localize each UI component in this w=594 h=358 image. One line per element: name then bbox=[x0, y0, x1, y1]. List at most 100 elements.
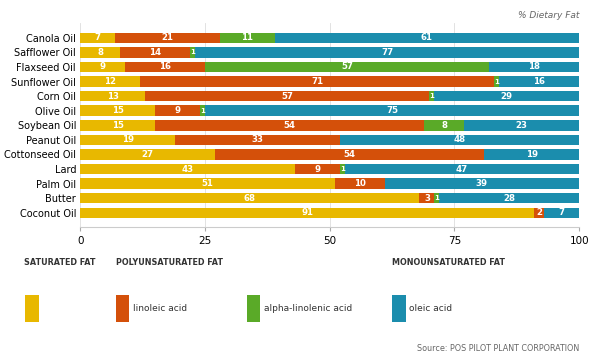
Bar bbox=[200, 106, 205, 116]
Bar bbox=[80, 208, 534, 218]
Text: 61: 61 bbox=[421, 33, 433, 42]
Text: 8: 8 bbox=[441, 121, 447, 130]
Bar bbox=[195, 47, 579, 58]
Bar bbox=[140, 76, 494, 87]
Text: 12: 12 bbox=[104, 77, 116, 86]
Text: 43: 43 bbox=[181, 165, 194, 174]
Text: 54: 54 bbox=[284, 121, 296, 130]
Text: 75: 75 bbox=[386, 106, 398, 115]
Bar bbox=[489, 62, 579, 72]
Text: 15: 15 bbox=[112, 106, 124, 115]
Text: 16: 16 bbox=[533, 77, 545, 86]
Bar bbox=[115, 33, 220, 43]
Text: 7: 7 bbox=[94, 33, 101, 42]
Bar bbox=[80, 164, 295, 174]
Bar bbox=[80, 62, 125, 72]
Text: 71: 71 bbox=[311, 77, 323, 86]
Text: oleic acid: oleic acid bbox=[409, 304, 453, 313]
Text: 1: 1 bbox=[429, 93, 434, 99]
Text: 28: 28 bbox=[503, 194, 516, 203]
Text: 39: 39 bbox=[476, 179, 488, 188]
Bar bbox=[429, 91, 434, 101]
Bar bbox=[80, 178, 334, 189]
Bar bbox=[434, 193, 440, 203]
Text: 1: 1 bbox=[434, 195, 440, 201]
Text: 3: 3 bbox=[424, 194, 430, 203]
Text: 8: 8 bbox=[97, 48, 103, 57]
Bar bbox=[120, 47, 190, 58]
Text: 21: 21 bbox=[162, 33, 173, 42]
Bar bbox=[544, 208, 579, 218]
Bar bbox=[80, 33, 115, 43]
Bar bbox=[205, 62, 489, 72]
Bar bbox=[295, 164, 340, 174]
Text: Source: POS PILOT PLANT CORPORATION: Source: POS PILOT PLANT CORPORATION bbox=[417, 344, 579, 353]
Bar bbox=[275, 33, 579, 43]
Bar bbox=[425, 120, 465, 131]
Bar bbox=[220, 33, 275, 43]
Text: 1: 1 bbox=[494, 78, 500, 84]
Text: 9: 9 bbox=[314, 165, 320, 174]
Bar bbox=[340, 164, 345, 174]
Bar bbox=[500, 76, 579, 87]
Text: 9: 9 bbox=[175, 106, 181, 115]
Bar bbox=[384, 178, 579, 189]
Text: 13: 13 bbox=[106, 92, 119, 101]
Text: 29: 29 bbox=[501, 92, 513, 101]
Text: 23: 23 bbox=[516, 121, 528, 130]
Text: 2: 2 bbox=[536, 208, 542, 217]
Text: % Dietary Fat: % Dietary Fat bbox=[518, 11, 579, 20]
Bar bbox=[155, 106, 200, 116]
Text: 68: 68 bbox=[244, 194, 256, 203]
Bar bbox=[80, 149, 215, 160]
Bar bbox=[440, 193, 579, 203]
Bar bbox=[534, 208, 544, 218]
Bar bbox=[419, 193, 434, 203]
Bar bbox=[345, 164, 579, 174]
Text: 18: 18 bbox=[528, 62, 541, 72]
Bar bbox=[80, 76, 140, 87]
Bar bbox=[175, 135, 340, 145]
Bar bbox=[80, 47, 120, 58]
Bar bbox=[80, 91, 145, 101]
Text: MONOUNSATURATED FAT: MONOUNSATURATED FAT bbox=[392, 258, 505, 267]
Bar bbox=[145, 91, 429, 101]
Text: 51: 51 bbox=[201, 179, 213, 188]
Text: 48: 48 bbox=[453, 135, 466, 144]
Text: 15: 15 bbox=[112, 121, 124, 130]
Bar bbox=[155, 120, 425, 131]
Bar bbox=[484, 149, 579, 160]
Text: SATURATED FAT: SATURATED FAT bbox=[24, 258, 95, 267]
Text: 1: 1 bbox=[200, 108, 205, 114]
Text: 10: 10 bbox=[353, 179, 365, 188]
Bar bbox=[465, 120, 579, 131]
Text: 57: 57 bbox=[341, 62, 353, 72]
Bar bbox=[215, 149, 484, 160]
Text: 91: 91 bbox=[301, 208, 313, 217]
Text: 11: 11 bbox=[241, 33, 254, 42]
Text: 19: 19 bbox=[526, 150, 538, 159]
Text: 47: 47 bbox=[456, 165, 468, 174]
Bar bbox=[205, 106, 579, 116]
Text: 54: 54 bbox=[343, 150, 356, 159]
Text: 77: 77 bbox=[381, 48, 393, 57]
Text: POLYUNSATURATED FAT: POLYUNSATURATED FAT bbox=[116, 258, 223, 267]
Text: 7: 7 bbox=[558, 208, 565, 217]
Bar bbox=[125, 62, 205, 72]
Bar bbox=[80, 120, 155, 131]
Bar bbox=[494, 76, 500, 87]
Text: 1: 1 bbox=[190, 49, 195, 55]
Text: linoleic acid: linoleic acid bbox=[133, 304, 187, 313]
Bar bbox=[434, 91, 579, 101]
Text: 57: 57 bbox=[281, 92, 293, 101]
Text: 9: 9 bbox=[100, 62, 106, 72]
Bar bbox=[80, 106, 155, 116]
Text: 16: 16 bbox=[159, 62, 171, 72]
Bar bbox=[80, 193, 419, 203]
Bar bbox=[190, 47, 195, 58]
Bar bbox=[340, 135, 579, 145]
Text: 33: 33 bbox=[251, 135, 263, 144]
Bar bbox=[80, 135, 175, 145]
Text: 19: 19 bbox=[122, 135, 134, 144]
Text: 1: 1 bbox=[340, 166, 345, 172]
